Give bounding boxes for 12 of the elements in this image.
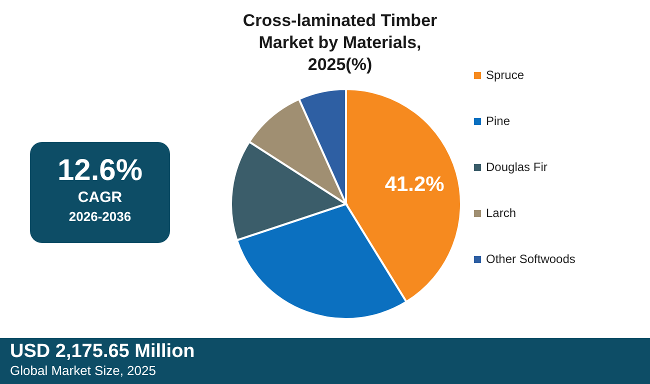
legend-label: Pine bbox=[486, 114, 510, 128]
data-label: 41.2% bbox=[384, 173, 445, 196]
legend-label: Spruce bbox=[486, 68, 524, 82]
text: Global Market Size, 2025 bbox=[10, 363, 156, 379]
text: 12.6% bbox=[56, 154, 144, 188]
text: USD 2,175.65 Million bbox=[10, 341, 195, 363]
legend-label: Douglas Fir bbox=[486, 160, 548, 174]
legend-label: Larch bbox=[486, 206, 516, 220]
text: 2026-2036 bbox=[68, 208, 132, 226]
chart-title: Cross-laminated Timber Market by Materials, 2025(%) bbox=[242, 10, 438, 76]
legend-label: Other Softwoods bbox=[486, 252, 576, 266]
text: CAGR bbox=[76, 188, 124, 208]
